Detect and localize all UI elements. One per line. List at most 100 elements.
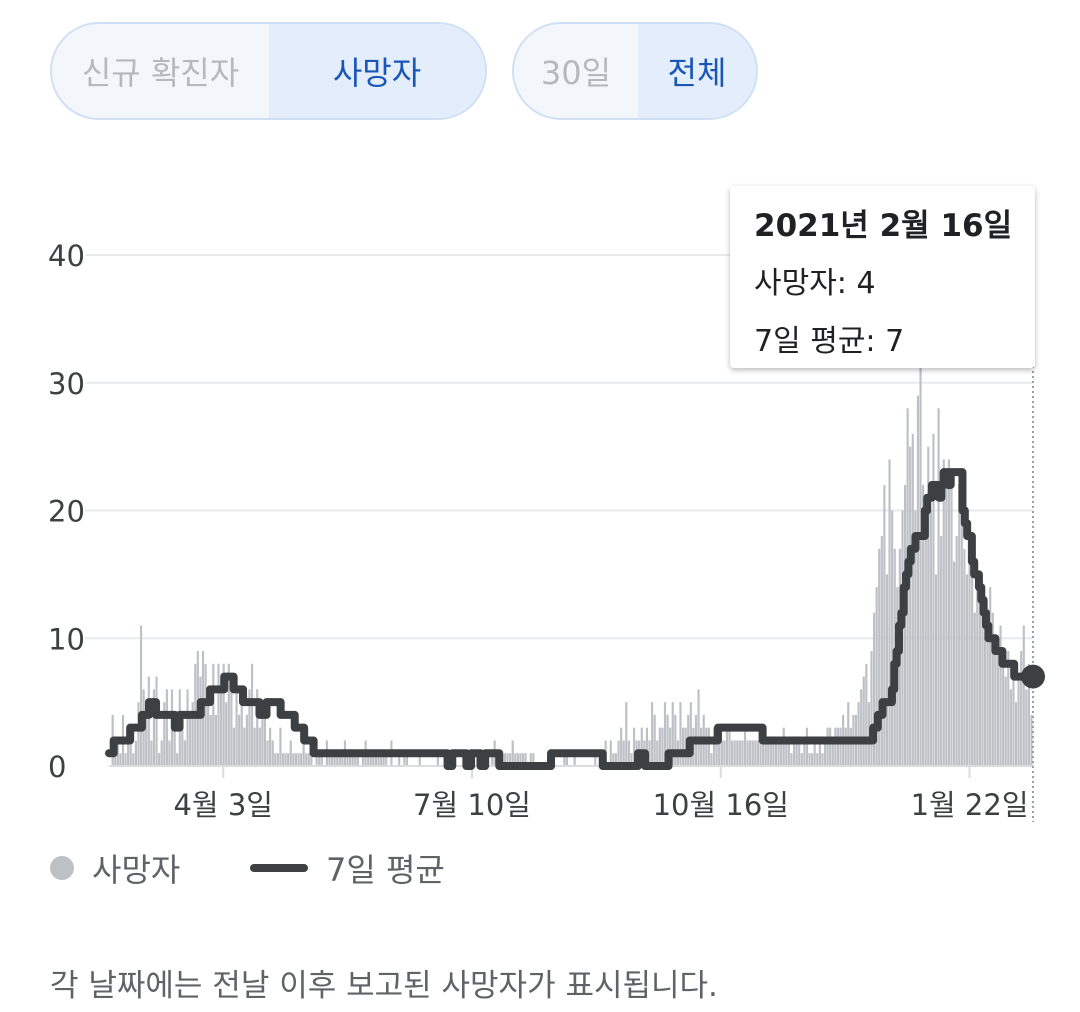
death-bar bbox=[509, 753, 512, 766]
death-bar bbox=[346, 753, 349, 766]
death-bar bbox=[705, 727, 708, 766]
death-bar bbox=[707, 727, 710, 766]
death-bar bbox=[911, 433, 914, 766]
death-bar bbox=[746, 740, 749, 766]
death-bar bbox=[712, 727, 716, 766]
death-bar bbox=[960, 510, 963, 766]
death-bar bbox=[132, 753, 135, 766]
death-bar bbox=[276, 753, 279, 766]
death-bar bbox=[519, 753, 522, 766]
death-bar bbox=[627, 740, 630, 766]
y-tick-label: 0 bbox=[48, 750, 66, 784]
death-bar bbox=[158, 753, 161, 766]
death-bar bbox=[839, 727, 842, 766]
death-bar bbox=[774, 740, 778, 766]
death-bar bbox=[305, 753, 308, 766]
death-bar bbox=[924, 536, 927, 766]
death-bar bbox=[349, 753, 352, 766]
death-bar bbox=[860, 689, 863, 766]
death-bar bbox=[754, 740, 757, 766]
death-bar bbox=[787, 740, 790, 766]
death-bar bbox=[289, 740, 292, 766]
death-bar bbox=[199, 676, 202, 766]
death-bar bbox=[728, 727, 731, 766]
death-bar bbox=[261, 702, 264, 767]
death-bar bbox=[405, 753, 408, 766]
death-bar bbox=[307, 753, 310, 766]
death-bar bbox=[176, 753, 179, 766]
death-bar bbox=[127, 740, 130, 766]
death-bar bbox=[658, 727, 661, 766]
death-bar bbox=[710, 753, 713, 766]
death-bar bbox=[955, 536, 958, 766]
death-bar bbox=[965, 574, 969, 767]
death-bar bbox=[826, 727, 829, 766]
death-bar bbox=[792, 740, 796, 766]
death-bar bbox=[1020, 651, 1023, 766]
death-bar bbox=[243, 727, 246, 766]
death-bar bbox=[640, 727, 643, 766]
x-tick-label: 4월 3일 bbox=[173, 788, 272, 822]
death-bar bbox=[617, 740, 620, 766]
death-bar bbox=[656, 740, 659, 766]
death-bar bbox=[263, 714, 267, 766]
death-bar bbox=[372, 753, 375, 766]
death-bar bbox=[697, 689, 700, 766]
death-bar bbox=[922, 484, 925, 766]
death-bar bbox=[1009, 689, 1012, 766]
deaths-chart[interactable]: 0 10 20 30 40 4월 3일 7월 10일 10월 16일 1월 22일 bbox=[0, 0, 1080, 840]
death-bar bbox=[741, 740, 744, 766]
death-bar bbox=[165, 689, 168, 766]
death-bar bbox=[916, 395, 920, 766]
death-bar bbox=[798, 740, 801, 766]
death-bar bbox=[720, 740, 723, 766]
legend-label-average: 7일 평균 bbox=[326, 851, 445, 889]
metric-option-cases[interactable]: 신규 확진자 bbox=[81, 54, 240, 92]
death-bar bbox=[328, 753, 331, 766]
death-bar bbox=[749, 740, 752, 766]
death-bar bbox=[870, 651, 873, 766]
y-tick-label: 30 bbox=[48, 367, 85, 401]
death-bar bbox=[671, 702, 674, 767]
death-bar bbox=[743, 727, 747, 766]
death-bar bbox=[320, 753, 323, 766]
death-bar bbox=[351, 753, 354, 766]
death-bar bbox=[875, 587, 878, 766]
death-bar bbox=[867, 702, 870, 767]
death-bar bbox=[573, 753, 576, 766]
death-bar bbox=[847, 702, 850, 767]
y-tick-label: 20 bbox=[48, 495, 85, 529]
death-bar bbox=[1025, 689, 1028, 766]
metric-option-deaths[interactable]: 사망자 bbox=[269, 24, 485, 118]
range-option-all[interactable]: 전체 bbox=[638, 24, 756, 118]
death-bar bbox=[490, 753, 494, 766]
death-bar bbox=[632, 727, 636, 766]
death-bar bbox=[565, 753, 569, 766]
death-bar bbox=[999, 625, 1002, 766]
death-bar bbox=[718, 740, 721, 766]
death-bar bbox=[209, 714, 212, 766]
death-bar bbox=[514, 753, 517, 766]
death-bar bbox=[361, 753, 365, 766]
death-bar bbox=[271, 740, 274, 766]
range-option-30d[interactable]: 30일 bbox=[540, 54, 612, 92]
death-bar bbox=[145, 714, 148, 766]
legend-line-icon bbox=[250, 864, 308, 872]
death-bar bbox=[761, 740, 765, 766]
death-bar bbox=[836, 727, 840, 766]
data-tooltip: 2021년 2월 16일 사망자: 4 7일 평균: 7 bbox=[730, 186, 1035, 368]
death-bar bbox=[736, 740, 739, 766]
seven-day-average-line bbox=[105, 468, 1037, 770]
legend-dot-icon bbox=[50, 856, 74, 880]
death-bars bbox=[111, 344, 1033, 767]
death-bar bbox=[609, 740, 612, 766]
death-bar bbox=[862, 676, 865, 766]
death-bar bbox=[813, 740, 816, 766]
death-bar bbox=[287, 753, 290, 766]
death-bar bbox=[1017, 676, 1020, 766]
death-bar bbox=[981, 587, 984, 766]
death-bar bbox=[181, 714, 184, 766]
death-bar bbox=[733, 740, 736, 766]
death-bar bbox=[945, 484, 948, 766]
tooltip-average: 7일 평균: 7 bbox=[754, 324, 905, 359]
